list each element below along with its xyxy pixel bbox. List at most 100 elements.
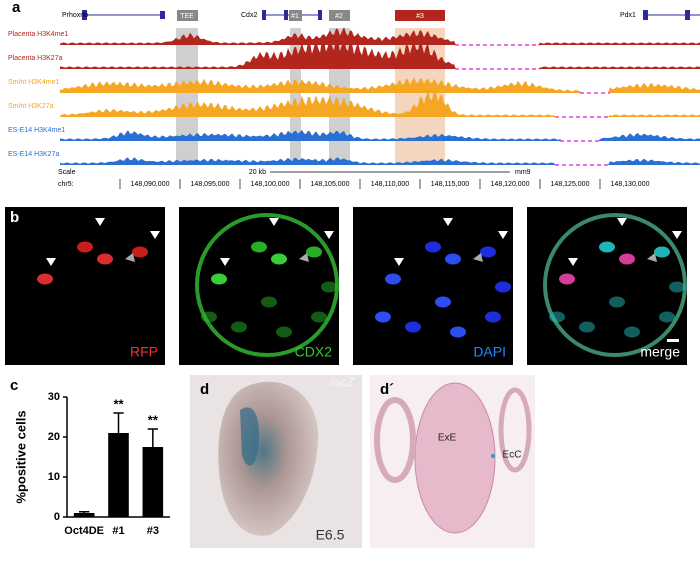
stage-label: E6.5 (316, 527, 345, 543)
channel-label: DAPI (473, 344, 506, 360)
exon (82, 10, 87, 20)
nucleus (311, 311, 327, 323)
microscopy-panel: RFP CDX2 DAPI merge (5, 207, 687, 365)
nucleus (132, 246, 148, 258)
arrowhead (324, 231, 334, 239)
image-bg (353, 207, 513, 365)
bar (73, 513, 95, 517)
region-label: #3 (416, 13, 424, 20)
error-bar (113, 412, 124, 433)
track-label: ES-E14 H3K4me1 (8, 127, 65, 134)
image: DAPI (353, 207, 513, 365)
arrowhead (220, 258, 230, 266)
track-label: SmInt H3K4me1 (8, 79, 59, 86)
arrowhead (394, 258, 404, 266)
nucleus (579, 321, 595, 333)
nucleus (321, 281, 337, 293)
shade (290, 28, 301, 165)
nucleus (619, 253, 635, 265)
coordinate-label: 148,105,000 (311, 181, 350, 188)
track-label: ES-E14 H3K27a (8, 151, 59, 158)
signal-track (60, 27, 700, 45)
region-label: #1 (291, 13, 299, 20)
arrowhead (95, 218, 105, 226)
scale-bar (667, 339, 679, 342)
nucleus (654, 246, 670, 258)
error-bar (147, 428, 158, 447)
channel-label: CDX2 (295, 344, 333, 360)
region-label: #2 (335, 13, 343, 20)
decidua (374, 397, 416, 483)
nucleus (624, 326, 640, 338)
region-box (177, 10, 198, 21)
arrowhead (299, 253, 309, 262)
arrowhead (473, 253, 483, 262)
coordinate-label: 148,120,000 (491, 181, 530, 188)
nucleus (37, 273, 53, 285)
arrowhead (672, 231, 682, 239)
exon (160, 11, 165, 19)
panel-letter: a (12, 0, 21, 16)
coordinate-label: 148,125,000 (551, 181, 590, 188)
arrowhead (647, 253, 657, 262)
nucleus (659, 311, 675, 323)
panel-letter: c (10, 377, 18, 394)
nucleus (549, 311, 565, 323)
region-box (395, 10, 445, 21)
exon (262, 10, 266, 20)
arrowhead (150, 231, 160, 239)
bar (142, 447, 164, 517)
region-label: ExE (438, 433, 457, 444)
chromosome: chr5: (58, 181, 74, 188)
nucleus (445, 253, 461, 265)
exon (318, 10, 322, 20)
stain (491, 454, 495, 458)
panel-letter: d (200, 381, 209, 398)
arrowhead (568, 258, 578, 266)
signal-track (60, 89, 700, 117)
genome-browser: Prhoxnb Cdx2 Pdx1 TEE #1 #2 #3 Scale 20 … (8, 10, 700, 189)
nucleus (485, 311, 501, 323)
y-tick-label: 20 (48, 431, 60, 443)
arrowhead (269, 218, 279, 226)
nucleus (276, 326, 292, 338)
gene-label: Pdx1 (620, 12, 636, 19)
nucleus (405, 321, 421, 333)
significance: ** (113, 396, 124, 411)
nucleus (495, 281, 511, 293)
y-tick-label: 10 (48, 471, 60, 483)
region-box (329, 10, 350, 21)
signal-track (60, 129, 700, 141)
error-bar (79, 511, 90, 513)
arrowhead (617, 218, 627, 226)
panel-letter: d´ (380, 381, 394, 398)
exon (685, 10, 690, 20)
nucleus (425, 241, 441, 253)
region-label: TEE (180, 13, 194, 20)
exon (284, 10, 288, 20)
scale-size: 20 kb (249, 169, 266, 176)
coordinate-label: 148,095,000 (191, 181, 230, 188)
nucleus (251, 241, 267, 253)
nucleus (306, 246, 322, 258)
nucleus (385, 273, 401, 285)
track-label: Placenta H3K4me1 (8, 31, 68, 38)
y-axis-label: %positive cells (13, 410, 28, 503)
shade (176, 28, 198, 165)
signal-track (60, 77, 700, 93)
nucleus (599, 241, 615, 253)
region-label: EcC (503, 450, 522, 461)
gene-label: Prhoxnb (62, 12, 88, 19)
region-box (289, 10, 302, 21)
channel-label: RFP (130, 344, 158, 360)
arrowhead (498, 231, 508, 239)
image-bg (5, 207, 165, 365)
image-bg (527, 207, 687, 365)
decidua (498, 387, 532, 473)
nucleus (211, 273, 227, 285)
arrowhead (46, 258, 56, 266)
nucleus (435, 296, 451, 308)
y-tick-label: 30 (48, 391, 60, 403)
coordinate-label: 148,090,000 (131, 181, 170, 188)
x-tick-label: #3 (147, 525, 159, 537)
